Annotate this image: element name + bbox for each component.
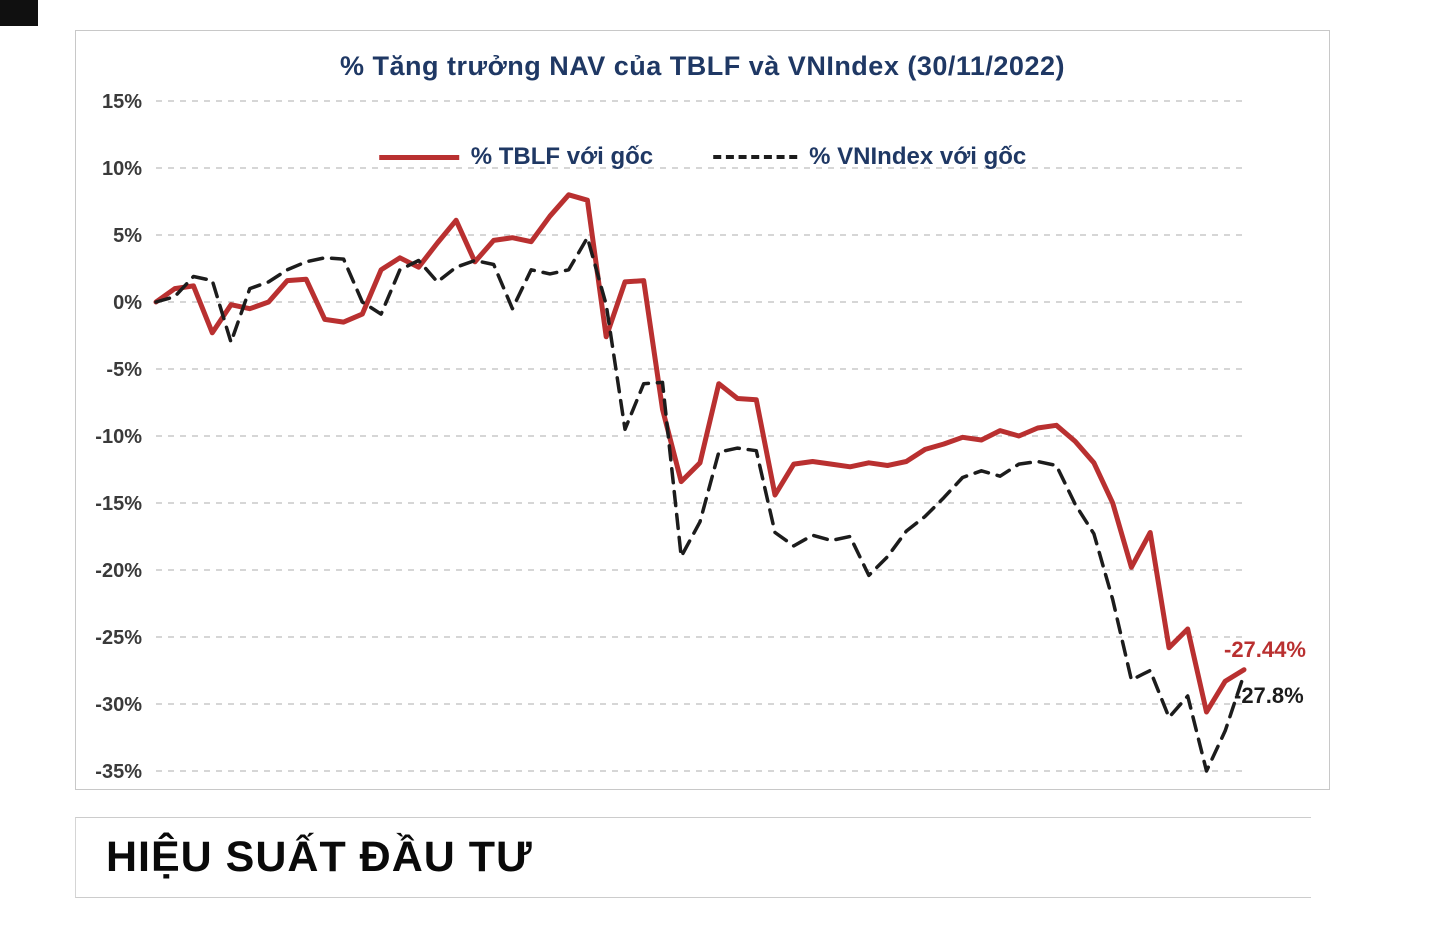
svg-text:-15%: -15% [95,493,142,515]
svg-text:10%: 10% [102,158,142,180]
svg-text:0%: 0% [113,292,142,314]
svg-text:-35%: -35% [95,761,142,783]
svg-text:-30%: -30% [95,694,142,716]
chart-title: % Tăng trưởng NAV của TBLF và VNIndex (3… [340,51,1065,81]
legend-item-tblf: % TBLF với gốc [378,143,654,171]
legend-label-tblf: % TBLF với gốc [470,143,654,170]
svg-text:-20%: -20% [95,560,142,582]
svg-text:-25%: -25% [95,627,142,649]
corner-decoration [0,0,38,26]
svg-text:-5%: -5% [106,359,142,381]
chart-legend: % TBLF với gốc % VNIndex với gốc [378,143,1026,171]
performance-section-heading: HIỆU SUẤT ĐẦU TƯ [106,833,533,881]
svg-text:-10%: -10% [95,426,142,448]
performance-section: HIỆU SUẤT ĐẦU TƯ [75,817,1311,898]
tblf-solid-line-icon [378,154,459,160]
legend-item-vnindex: % VNIndex với gốc [713,143,1026,171]
tblf-end-value-label: -27.44% [1224,637,1306,662]
vnindex-end-value-label: -27.8% [1234,683,1304,708]
svg-text:5%: 5% [113,225,142,247]
nav-growth-chart-card: 15% 10% 5% 0% -5% -10% -15% -20% -25% -30% -35% % … [75,30,1330,790]
vnindex-dashed-line-icon [713,155,798,159]
legend-label-vnindex: % VNIndex với gốc [809,143,1027,170]
svg-text:15%: 15% [102,91,142,113]
chart-svg: 15% 10% 5% 0% -5% -10% -15% -20% -25% -30% -35% [95,91,1247,783]
